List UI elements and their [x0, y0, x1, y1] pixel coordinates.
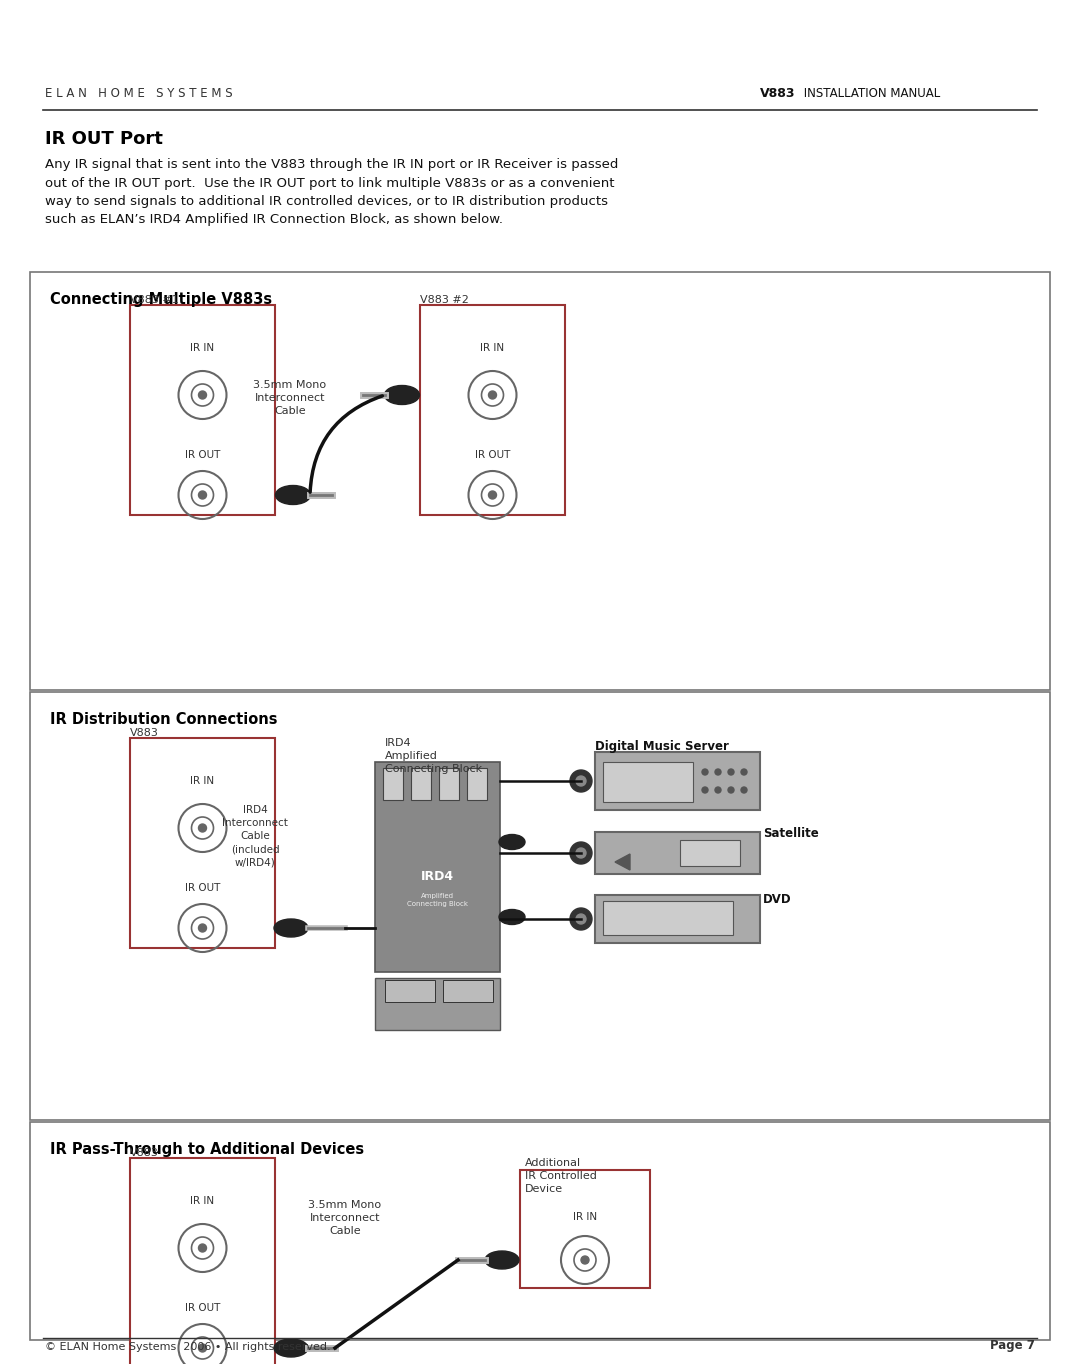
FancyBboxPatch shape	[603, 762, 693, 802]
Ellipse shape	[499, 835, 525, 850]
FancyBboxPatch shape	[420, 306, 565, 516]
Ellipse shape	[384, 386, 419, 405]
Circle shape	[741, 769, 747, 775]
Text: Satellite: Satellite	[762, 827, 819, 840]
FancyBboxPatch shape	[130, 1158, 275, 1364]
Text: V883: V883	[130, 1148, 159, 1158]
Text: Additional
IR Controlled
Device: Additional IR Controlled Device	[525, 1158, 597, 1195]
FancyBboxPatch shape	[595, 752, 760, 810]
FancyBboxPatch shape	[680, 840, 740, 866]
Circle shape	[576, 848, 586, 858]
Circle shape	[199, 391, 206, 400]
Circle shape	[576, 914, 586, 923]
Text: IR OUT: IR OUT	[185, 1303, 220, 1314]
Circle shape	[715, 769, 721, 775]
Circle shape	[728, 787, 734, 792]
Text: V883: V883	[760, 87, 796, 100]
Text: Page 7: Page 7	[990, 1339, 1035, 1352]
Text: IR Distribution Connections: IR Distribution Connections	[50, 712, 278, 727]
Text: IRD4: IRD4	[421, 870, 454, 884]
Text: E L A N   H O M E   S Y S T E M S: E L A N H O M E S Y S T E M S	[45, 87, 232, 100]
FancyBboxPatch shape	[438, 768, 459, 801]
FancyBboxPatch shape	[30, 1123, 1050, 1339]
Text: V883 #1: V883 #1	[130, 295, 179, 306]
Text: V883 #2: V883 #2	[420, 295, 469, 306]
FancyBboxPatch shape	[467, 768, 487, 801]
FancyBboxPatch shape	[130, 738, 275, 948]
FancyBboxPatch shape	[595, 895, 760, 943]
Text: IR Pass-Through to Additional Devices: IR Pass-Through to Additional Devices	[50, 1142, 364, 1157]
Circle shape	[570, 771, 592, 792]
Text: IR IN: IR IN	[190, 1196, 215, 1206]
Circle shape	[715, 787, 721, 792]
Text: IR OUT: IR OUT	[185, 883, 220, 893]
Text: Amplified
Connecting Block: Amplified Connecting Block	[407, 893, 468, 907]
Circle shape	[741, 787, 747, 792]
Text: IR IN: IR IN	[481, 342, 504, 353]
Text: IR OUT Port: IR OUT Port	[45, 130, 163, 149]
Circle shape	[488, 391, 497, 400]
FancyBboxPatch shape	[603, 902, 733, 934]
Circle shape	[702, 787, 708, 792]
Text: © ELAN Home Systems  2006 • All rights reserved.: © ELAN Home Systems 2006 • All rights re…	[45, 1342, 330, 1352]
Text: Any IR signal that is sent into the V883 through the IR IN port or IR Receiver i: Any IR signal that is sent into the V883…	[45, 158, 619, 226]
Circle shape	[702, 769, 708, 775]
Ellipse shape	[275, 486, 311, 505]
Ellipse shape	[274, 919, 308, 937]
Circle shape	[199, 824, 206, 832]
Ellipse shape	[499, 910, 525, 925]
FancyBboxPatch shape	[30, 271, 1050, 690]
Text: IR OUT: IR OUT	[185, 450, 220, 460]
Circle shape	[570, 842, 592, 863]
Text: V883: V883	[130, 728, 159, 738]
Circle shape	[199, 923, 206, 932]
Ellipse shape	[485, 1251, 519, 1269]
Circle shape	[199, 491, 206, 499]
FancyBboxPatch shape	[519, 1170, 650, 1288]
Text: DVD: DVD	[762, 893, 792, 906]
Text: IR IN: IR IN	[190, 776, 215, 786]
Circle shape	[199, 1344, 206, 1352]
Text: IR IN: IR IN	[190, 342, 215, 353]
FancyBboxPatch shape	[30, 692, 1050, 1120]
Text: 3.5mm Mono
Interconnect
Cable: 3.5mm Mono Interconnect Cable	[309, 1200, 381, 1236]
Text: Connecting Multiple V883s: Connecting Multiple V883s	[50, 292, 272, 307]
Circle shape	[581, 1256, 589, 1264]
Text: IR OUT: IR OUT	[475, 450, 510, 460]
Circle shape	[570, 908, 592, 930]
Text: IR IN: IR IN	[572, 1213, 597, 1222]
Ellipse shape	[274, 1339, 308, 1357]
Text: IRD4
Amplified
Connecting Block: IRD4 Amplified Connecting Block	[384, 738, 482, 775]
FancyBboxPatch shape	[375, 762, 500, 973]
Text: Digital Music Server: Digital Music Server	[595, 741, 729, 753]
FancyBboxPatch shape	[375, 978, 500, 1030]
Text: 3.5mm Mono
Interconnect
Cable: 3.5mm Mono Interconnect Cable	[254, 381, 326, 416]
FancyBboxPatch shape	[443, 979, 492, 1003]
Circle shape	[576, 776, 586, 786]
Circle shape	[488, 491, 497, 499]
Text: INSTALLATION MANUAL: INSTALLATION MANUAL	[800, 87, 941, 100]
FancyBboxPatch shape	[383, 768, 403, 801]
FancyBboxPatch shape	[411, 768, 431, 801]
FancyBboxPatch shape	[130, 306, 275, 516]
Circle shape	[728, 769, 734, 775]
Text: IRD4
Interconnect
Cable
(included
w/IRD4): IRD4 Interconnect Cable (included w/IRD4…	[222, 805, 288, 868]
FancyBboxPatch shape	[595, 832, 760, 874]
Circle shape	[199, 1244, 206, 1252]
Polygon shape	[615, 854, 630, 870]
FancyBboxPatch shape	[384, 979, 435, 1003]
